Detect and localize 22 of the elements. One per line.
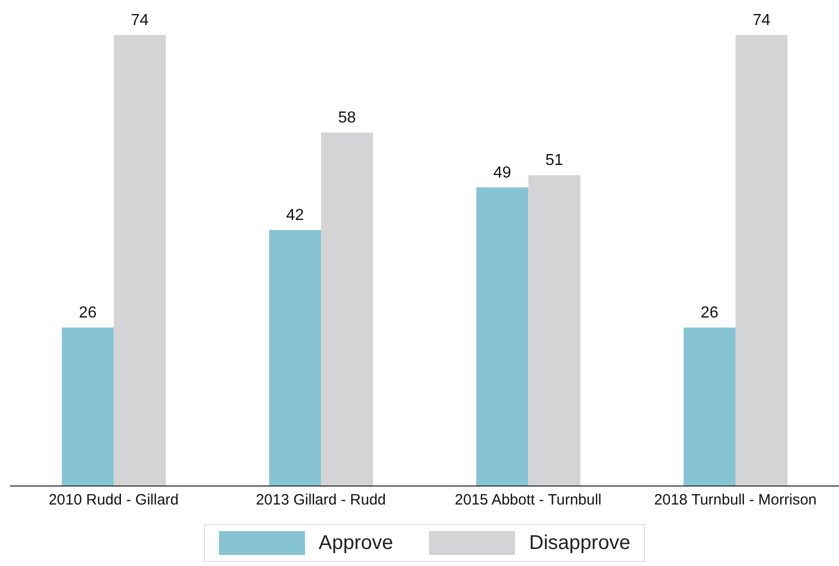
bar: [528, 175, 580, 486]
legend-label: Approve: [318, 532, 394, 554]
bar: [684, 328, 736, 486]
bar: [114, 35, 166, 486]
x-tick-label: 2018 Turnbull - Morrison: [654, 492, 817, 509]
legend-label: Disapprove: [529, 532, 630, 554]
bar: [476, 187, 528, 486]
data-label: 51: [545, 152, 564, 170]
data-label: 49: [493, 164, 512, 182]
x-tick-label: 2015 Abbott - Turnbull: [454, 492, 602, 509]
x-tick-label: 2013 Gillard - Rudd: [256, 492, 386, 509]
data-label: 26: [78, 304, 97, 322]
data-label: 74: [130, 12, 149, 29]
bar: [62, 328, 114, 486]
data-label: 74: [752, 12, 771, 29]
data-label: 58: [338, 110, 356, 127]
data-label: 42: [286, 207, 304, 224]
x-tick-label: 2010 Rudd - Gillard: [48, 492, 179, 509]
bar: [736, 35, 788, 486]
data-label: 26: [700, 304, 719, 322]
bar: [321, 132, 374, 486]
bar: [269, 230, 322, 486]
